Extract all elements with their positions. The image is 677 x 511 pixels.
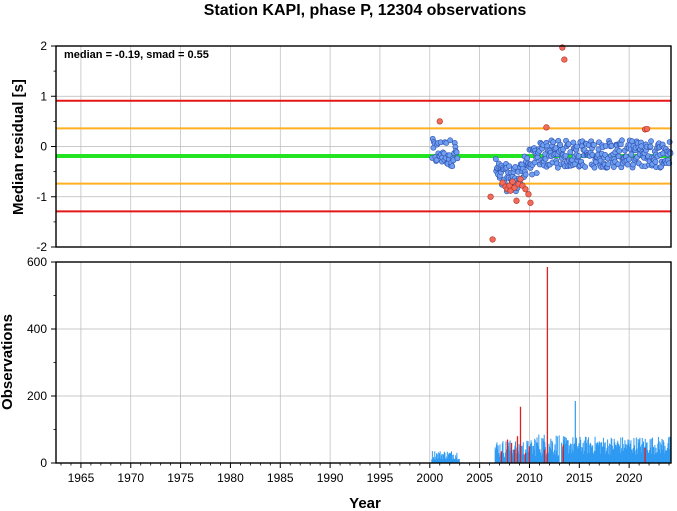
residual-point (506, 163, 513, 169)
residual-point (626, 156, 632, 163)
outlier-point (522, 186, 529, 193)
residual-point (575, 153, 582, 159)
y-tick-label: -1 (36, 190, 47, 204)
residual-point (582, 164, 589, 170)
y-tick-label: 600 (27, 255, 47, 269)
residual-point (449, 163, 456, 170)
x-tick-label: 1990 (317, 471, 344, 485)
threshold-lines (56, 99, 671, 213)
outlier-point (489, 236, 496, 243)
residual-point (624, 161, 631, 168)
residual-point (533, 170, 540, 176)
residual-point (524, 155, 531, 161)
residual-point (616, 148, 623, 154)
residual-point (567, 149, 574, 156)
x-tick-label: 1985 (267, 471, 294, 485)
residual-point (570, 139, 577, 146)
residual-panel: 2 1 0 -1 -2 median = -0.19, smad = 0.55 Medi… (10, 39, 674, 254)
residual-point (628, 151, 635, 158)
residual-points (429, 44, 674, 243)
y-tick-label: 0 (40, 140, 47, 154)
y-tick-label: 1 (40, 89, 47, 103)
outlier-point (561, 56, 568, 63)
x-tick-label: 2000 (416, 471, 443, 485)
outlier-point (643, 125, 651, 133)
residual-point (652, 158, 659, 165)
residual-point (453, 149, 460, 156)
residual-y-ticks: 2 1 0 -1 -2 (36, 39, 56, 254)
residual-point (562, 152, 569, 159)
y-tick-label: 0 (40, 456, 47, 470)
y-tick-label: 400 (27, 322, 47, 336)
residual-point (512, 164, 519, 170)
residual-point (565, 141, 572, 147)
x-tick-label: 1975 (167, 471, 194, 485)
x-tick-label: 1980 (217, 471, 244, 485)
residual-point (648, 138, 654, 145)
x-tick-label: 1995 (367, 471, 394, 485)
outlier-point (509, 178, 516, 185)
residual-point (647, 143, 654, 150)
outlier-point (487, 193, 494, 200)
residual-point (591, 142, 597, 148)
x-tick-label: 1970 (117, 471, 144, 485)
residual-point (492, 156, 499, 162)
outlier-point (543, 124, 550, 131)
x-tick-label: 2020 (616, 471, 643, 485)
stats-annotation: median = -0.19, smad = 0.55 (64, 49, 209, 61)
residual-point (447, 137, 454, 144)
outlier-point (527, 199, 534, 206)
y-tick-label: 200 (27, 389, 47, 403)
y-tick-label: 2 (40, 39, 47, 53)
residual-point (574, 143, 580, 150)
residual-point (619, 137, 625, 144)
x-axis-label: Year (349, 495, 381, 511)
residual-y-axis-label: Median residual [s] (10, 79, 27, 215)
residual-point (591, 164, 598, 171)
outlier-point (513, 197, 520, 204)
observations-panel-background (56, 262, 671, 463)
outlier-point (436, 118, 443, 125)
year-x-ticks: 1965 1970 1975 1980 1985 1990 1995 2000 2005 2010… (60, 463, 670, 485)
outlier-point (511, 184, 518, 191)
residual-point (454, 155, 461, 162)
residual-point (550, 139, 557, 146)
residual-point (555, 164, 561, 171)
observations-y-axis-label: Observations (0, 314, 16, 410)
residual-point (610, 164, 617, 171)
chart-title: Station KAPI, phase P, 12304 observation… (204, 2, 527, 19)
y-tick-label: -2 (36, 240, 47, 254)
x-tick-label: 2005 (466, 471, 493, 485)
outlier-point (517, 176, 524, 183)
outlier-point (525, 191, 532, 198)
residual-point (522, 171, 529, 178)
x-tick-label: 1965 (68, 471, 95, 485)
x-tick-label: 2010 (516, 471, 543, 485)
observations-y-ticks: 600 400 200 0 (27, 255, 56, 470)
x-tick-label: 2015 (566, 471, 593, 485)
